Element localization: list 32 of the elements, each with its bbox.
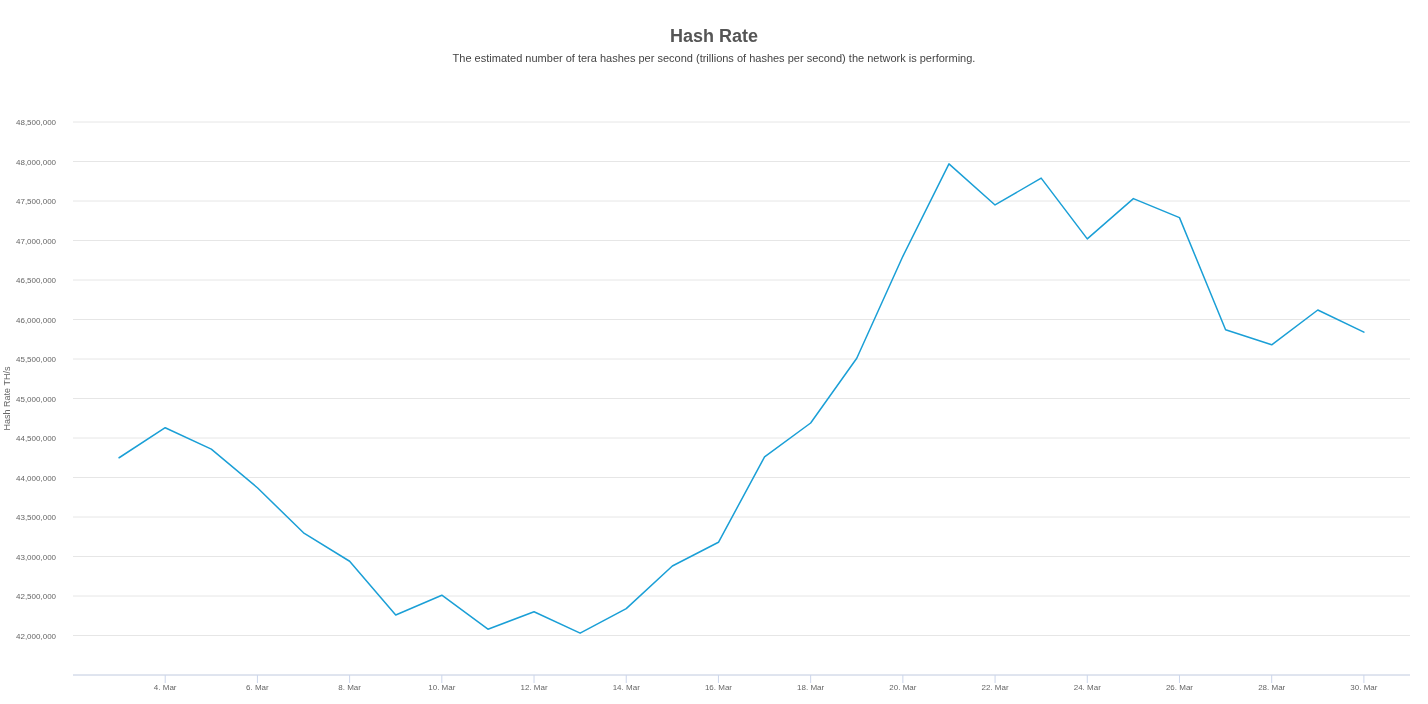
y-tick-label: 48,500,000 <box>16 118 57 127</box>
x-tick-label: 6. Mar <box>246 683 270 692</box>
x-tick-label: 26. Mar <box>1165 683 1194 692</box>
y-axis-title: Hash Rate TH/s <box>2 366 12 431</box>
x-tick-label: 8. Mar <box>338 683 362 692</box>
line-series <box>118 163 1365 634</box>
x-tick-label: 20. Mar <box>889 683 917 692</box>
x-tick-label: 12. Mar <box>520 683 548 692</box>
y-tick-label: 43,500,000 <box>16 513 57 522</box>
x-tick-label: 22. Mar <box>981 683 1009 692</box>
y-tick-label: 47,000,000 <box>16 236 57 246</box>
x-tick-label: 16. Mar <box>704 683 733 692</box>
y-tick-label: 45,500,000 <box>16 355 57 364</box>
x-tick-label: 24. Mar <box>1073 683 1102 692</box>
y-tick-label: 42,500,000 <box>16 592 57 601</box>
y-tick-label: 48,000,000 <box>16 157 57 167</box>
chart-title: Hash Rate <box>669 26 759 46</box>
x-tick-label: 18. Mar <box>797 683 825 692</box>
chart-subtitle: The estimated number of tera hashes per second (trillions of hashes per second) the network is performing. <box>452 52 976 64</box>
y-tick-label: 46,500,000 <box>16 276 57 285</box>
y-tick-label: 46,000,000 <box>16 315 57 325</box>
x-tick-label: 10. Mar <box>428 683 456 692</box>
y-tick-label: 45,000,000 <box>16 394 57 404</box>
y-tick-label: 47,500,000 <box>16 197 57 206</box>
y-tick-label: 44,000,000 <box>16 473 57 483</box>
y-tick-label: 42,000,000 <box>16 631 57 641</box>
x-tick-label: 30. Mar <box>1350 683 1378 692</box>
x-tick-label: 4. Mar <box>153 683 177 692</box>
y-tick-label: 43,000,000 <box>16 552 57 562</box>
y-tick-label: 44,500,000 <box>16 434 57 443</box>
x-tick-label: 28. Mar <box>1258 683 1286 692</box>
x-tick-label: 14. Mar <box>612 683 641 692</box>
